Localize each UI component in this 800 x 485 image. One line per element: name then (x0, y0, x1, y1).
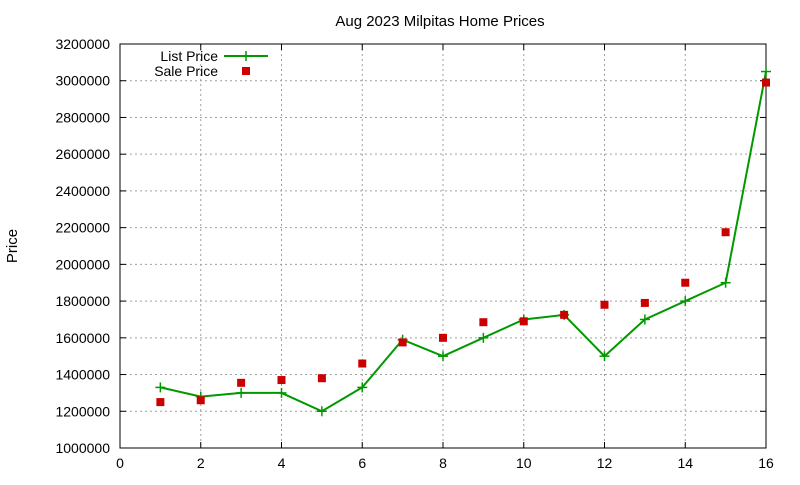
x-tick-label: 14 (677, 455, 693, 471)
sale-price-point (398, 338, 407, 347)
list-price-line (160, 71, 767, 413)
list-price-point (478, 332, 489, 343)
grid-layer (120, 44, 766, 448)
series-layer (155, 66, 771, 417)
x-tick-label: 10 (516, 455, 532, 471)
list-price-point (236, 387, 247, 398)
y-tick-label: 3000000 (55, 73, 110, 89)
sale-price-point (519, 317, 528, 326)
x-tick-label: 12 (597, 455, 613, 471)
y-tick-label: 1000000 (55, 440, 110, 456)
y-tick-label: 2600000 (55, 146, 110, 162)
legend-label-sale-price: Sale Price (154, 63, 218, 79)
sale-price-point (156, 398, 165, 407)
list-price-point (720, 277, 731, 288)
sale-price-point (358, 359, 367, 368)
y-tick-label: 2400000 (55, 183, 110, 199)
list-price-point (276, 387, 287, 398)
sale-price-point (439, 333, 447, 342)
y-tick-label: 1800000 (55, 293, 110, 309)
x-tick-label: 2 (197, 455, 205, 471)
list-price-point (155, 382, 166, 393)
sale-price-point (196, 396, 205, 405)
legend-label-list-price: List Price (160, 48, 218, 64)
sale-price-point (721, 228, 730, 237)
y-axis-title: Price (4, 229, 21, 263)
list-price-point (599, 351, 610, 362)
y-tick-label: 2000000 (55, 256, 110, 272)
x-tick-label: 4 (278, 455, 286, 471)
y-tick-label: 1600000 (55, 330, 110, 346)
list-price-point (316, 406, 327, 417)
x-tick-label: 6 (358, 455, 366, 471)
sale-price-point (479, 318, 488, 327)
list-price-point (438, 351, 448, 362)
list-price-point (680, 296, 691, 307)
sale-price-point (640, 298, 649, 307)
sale-price-point (681, 278, 690, 287)
sale-price-point (277, 376, 286, 385)
legend-swatch-sale-price (242, 67, 250, 75)
x-tick-label: 8 (439, 455, 447, 471)
list-price-point (761, 66, 771, 77)
list-price-point (639, 314, 650, 325)
y-tick-label: 1200000 (55, 403, 110, 419)
x-tick-label: 16 (758, 455, 774, 471)
sale-price-point (600, 300, 609, 309)
y-tick-label: 2800000 (55, 109, 110, 125)
list-price-point (357, 382, 368, 393)
sale-price-point (560, 310, 569, 319)
y-tick-label: 2200000 (55, 220, 110, 236)
legend-swatch-list-price-marker (241, 51, 251, 61)
sale-price-point (317, 374, 326, 383)
sale-price-point (237, 378, 246, 387)
tick-layer: 0 2 4 6 8 10 12 14 16 1000000 1200000 1400000 160000… (55, 36, 774, 471)
y-tick-label: 3200000 (55, 36, 110, 52)
y-tick-label: 1400000 (55, 367, 110, 383)
x-tick-label: 0 (116, 455, 124, 471)
chart-title: Aug 2023 Milpitas Home Prices (335, 13, 544, 30)
sale-price-point (762, 78, 770, 87)
